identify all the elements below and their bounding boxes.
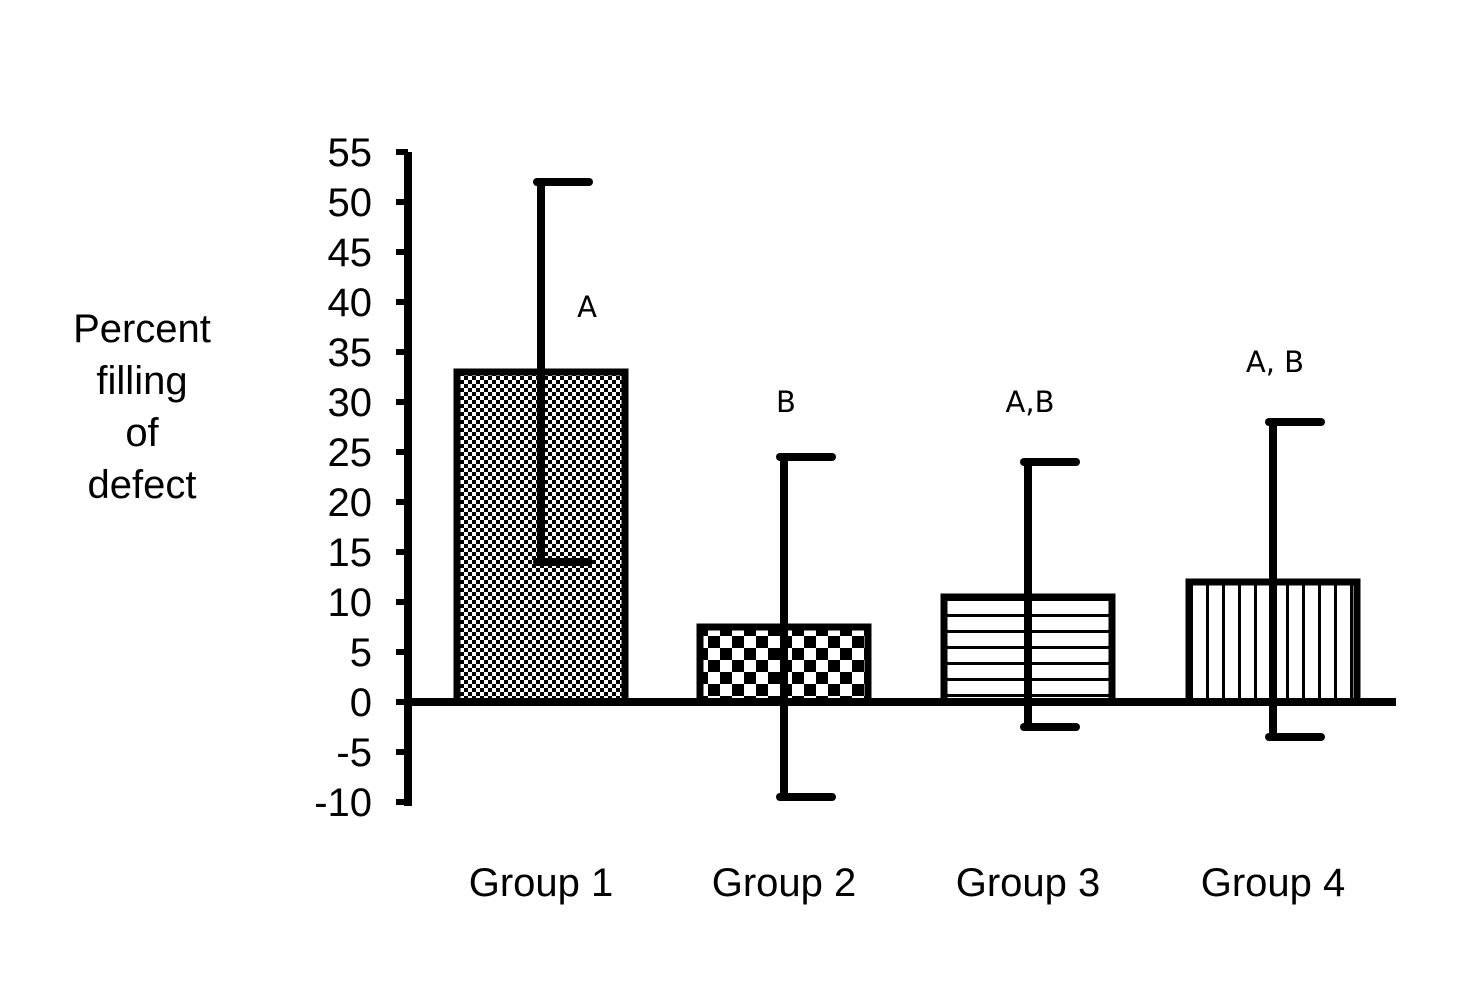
- x-category-label: Group 4: [1201, 861, 1346, 905]
- significance-labels: A B A,B A, B: [577, 290, 1304, 419]
- axes-layer: [404, 152, 1396, 806]
- y-axis-title-line: filling: [96, 359, 187, 403]
- y-tick-label: 10: [328, 581, 373, 625]
- y-tick-label: 25: [328, 431, 373, 475]
- y-tick-label: 30: [328, 381, 373, 425]
- y-axis-title-line: Percent: [73, 307, 211, 351]
- y-tick-label: 50: [328, 181, 373, 225]
- y-tick-label: -10: [314, 781, 372, 825]
- y-tick-label: 35: [328, 331, 373, 375]
- y-tick-label: 20: [328, 481, 373, 525]
- y-axis-title: Percent filling of defect: [73, 307, 211, 507]
- significance-label: A,B: [1006, 385, 1055, 419]
- x-category-label: Group 3: [956, 861, 1101, 905]
- y-axis-title-line: of: [125, 411, 159, 455]
- y-axis-title-line: defect: [88, 463, 197, 507]
- y-tick-label: 5: [350, 631, 372, 675]
- y-tick-label: -5: [336, 731, 372, 775]
- x-category-label: Group 1: [469, 861, 614, 905]
- x-category-label: Group 2: [712, 861, 857, 905]
- significance-label: A, B: [1246, 345, 1304, 379]
- bars-layer: [453, 368, 1361, 706]
- x-category-labels: Group 1 Group 2 Group 3 Group 4: [469, 861, 1346, 905]
- y-tick-label: 55: [328, 131, 373, 175]
- y-tick-label: 40: [328, 281, 373, 325]
- significance-label: B: [776, 385, 796, 419]
- y-tick-label: 15: [328, 531, 373, 575]
- y-tick-label: 45: [328, 231, 373, 275]
- significance-label: A: [577, 290, 597, 324]
- y-tick-label: 0: [350, 681, 372, 725]
- error-bars-layer: [533, 178, 1325, 801]
